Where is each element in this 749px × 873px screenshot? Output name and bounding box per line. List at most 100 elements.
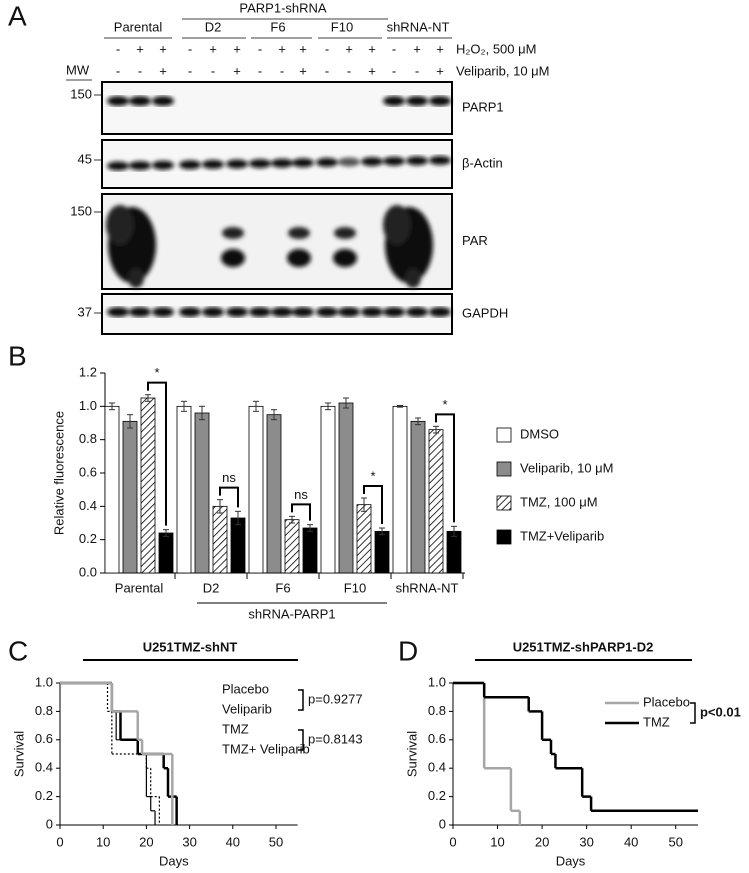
p-value: p<0.01 <box>700 704 741 719</box>
treatment-sign: - <box>138 63 142 78</box>
significance-bracket <box>147 381 167 526</box>
error-bar <box>217 499 223 514</box>
significance-bracket <box>291 503 311 521</box>
p-value: p=0.9277 <box>308 691 363 706</box>
legend-swatch <box>496 495 512 511</box>
x-tick-label: shRNA-NT <box>396 580 459 595</box>
legend-label: TMZ+Veliparib <box>520 528 604 543</box>
band <box>429 307 451 317</box>
band <box>406 156 428 166</box>
bar <box>338 402 354 574</box>
treatment-sign: - <box>392 41 396 56</box>
mw-label: MW <box>66 62 90 77</box>
blot-box <box>101 81 453 135</box>
band <box>383 156 405 166</box>
band <box>221 249 245 267</box>
error-bar <box>289 515 295 524</box>
y-tick-label: 1.2 <box>79 364 97 379</box>
band <box>271 158 293 168</box>
treatment-sign: + <box>368 63 376 78</box>
y-tick-label: 0.6 <box>35 731 53 746</box>
group-label: shRNA-NT <box>387 19 450 34</box>
bar <box>158 532 174 574</box>
mw-marker: 37 <box>78 304 92 319</box>
group-label: Parental <box>114 19 163 34</box>
bar <box>194 412 210 574</box>
mw-marker: 150 <box>70 86 92 101</box>
y-tick-label: 1.0 <box>35 674 53 689</box>
treatment-sign: - <box>258 41 262 56</box>
band <box>107 307 129 317</box>
band <box>338 307 360 317</box>
survival-curve <box>453 681 522 825</box>
treatment-sign: - <box>347 63 351 78</box>
chart-title: U251TMZ-shPARP1-D2 <box>513 639 654 654</box>
band <box>383 96 405 106</box>
bar <box>248 405 264 574</box>
significance-label: * <box>370 468 375 483</box>
y-tick-label: 0.4 <box>428 760 446 775</box>
band <box>292 307 314 317</box>
bar <box>230 517 246 574</box>
treatment-sign: + <box>299 41 307 56</box>
legend-label: TMZ <box>643 714 670 729</box>
panel-label: A <box>8 0 27 31</box>
y-tick-label: 1.0 <box>79 398 97 413</box>
mw-marker: 45 <box>78 151 92 166</box>
y-axis-label: Survival <box>11 731 26 777</box>
treatment-sign: + <box>436 41 444 56</box>
treatment-sign: - <box>325 41 329 56</box>
legend-label: Placebo <box>222 681 269 696</box>
legend-label: DMSO <box>520 426 559 441</box>
bar <box>302 527 318 574</box>
legend-swatch <box>496 529 512 545</box>
band <box>316 307 338 317</box>
treatment-sign: - <box>258 63 262 78</box>
band <box>338 157 360 167</box>
treatment-sign: - <box>211 63 215 78</box>
chart-title: U251TMZ-shNT <box>143 639 238 654</box>
bar <box>266 414 282 574</box>
treatment-name: Veliparib, 10 μM <box>456 63 549 78</box>
band <box>429 155 451 165</box>
legend-label: Veliparib <box>222 701 272 716</box>
bar <box>410 420 426 574</box>
band <box>152 307 174 317</box>
error-bar <box>145 394 151 402</box>
x-tick-label: 20 <box>535 834 549 849</box>
band <box>202 159 224 169</box>
band <box>107 161 129 171</box>
treatment-sign: - <box>325 63 329 78</box>
treatment-sign: + <box>233 41 241 56</box>
y-tick-label: 0 <box>439 816 446 831</box>
panel-label: B <box>8 340 27 371</box>
error-bar <box>361 497 367 512</box>
survival-curve <box>60 681 174 825</box>
band <box>128 268 144 288</box>
band <box>179 160 201 170</box>
blot-name: β-Actin <box>462 155 503 170</box>
x-tick-label: F10 <box>344 580 366 595</box>
x-axis-label: Days <box>159 853 189 868</box>
treatment-sign: + <box>278 41 286 56</box>
treatment-sign: - <box>415 63 419 78</box>
legend-label: TMZ+ Veliparib <box>222 741 310 756</box>
significance-bracket <box>435 413 455 523</box>
band <box>334 227 356 239</box>
band <box>129 161 151 171</box>
blot-name: PAR <box>462 233 488 248</box>
bands <box>107 307 451 317</box>
blot-name: PARP1 <box>462 99 504 114</box>
bar <box>140 397 156 574</box>
group-label: F10 <box>331 19 353 34</box>
significance-label: ns <box>294 487 308 502</box>
group-label: F6 <box>270 19 285 34</box>
band <box>179 307 201 317</box>
bar <box>374 530 390 574</box>
significance-bracket <box>363 485 383 524</box>
treatment-name: H₂O₂, 500 μM <box>456 41 536 56</box>
band <box>405 268 421 288</box>
band <box>333 249 357 267</box>
band <box>106 205 134 245</box>
band <box>383 205 411 245</box>
